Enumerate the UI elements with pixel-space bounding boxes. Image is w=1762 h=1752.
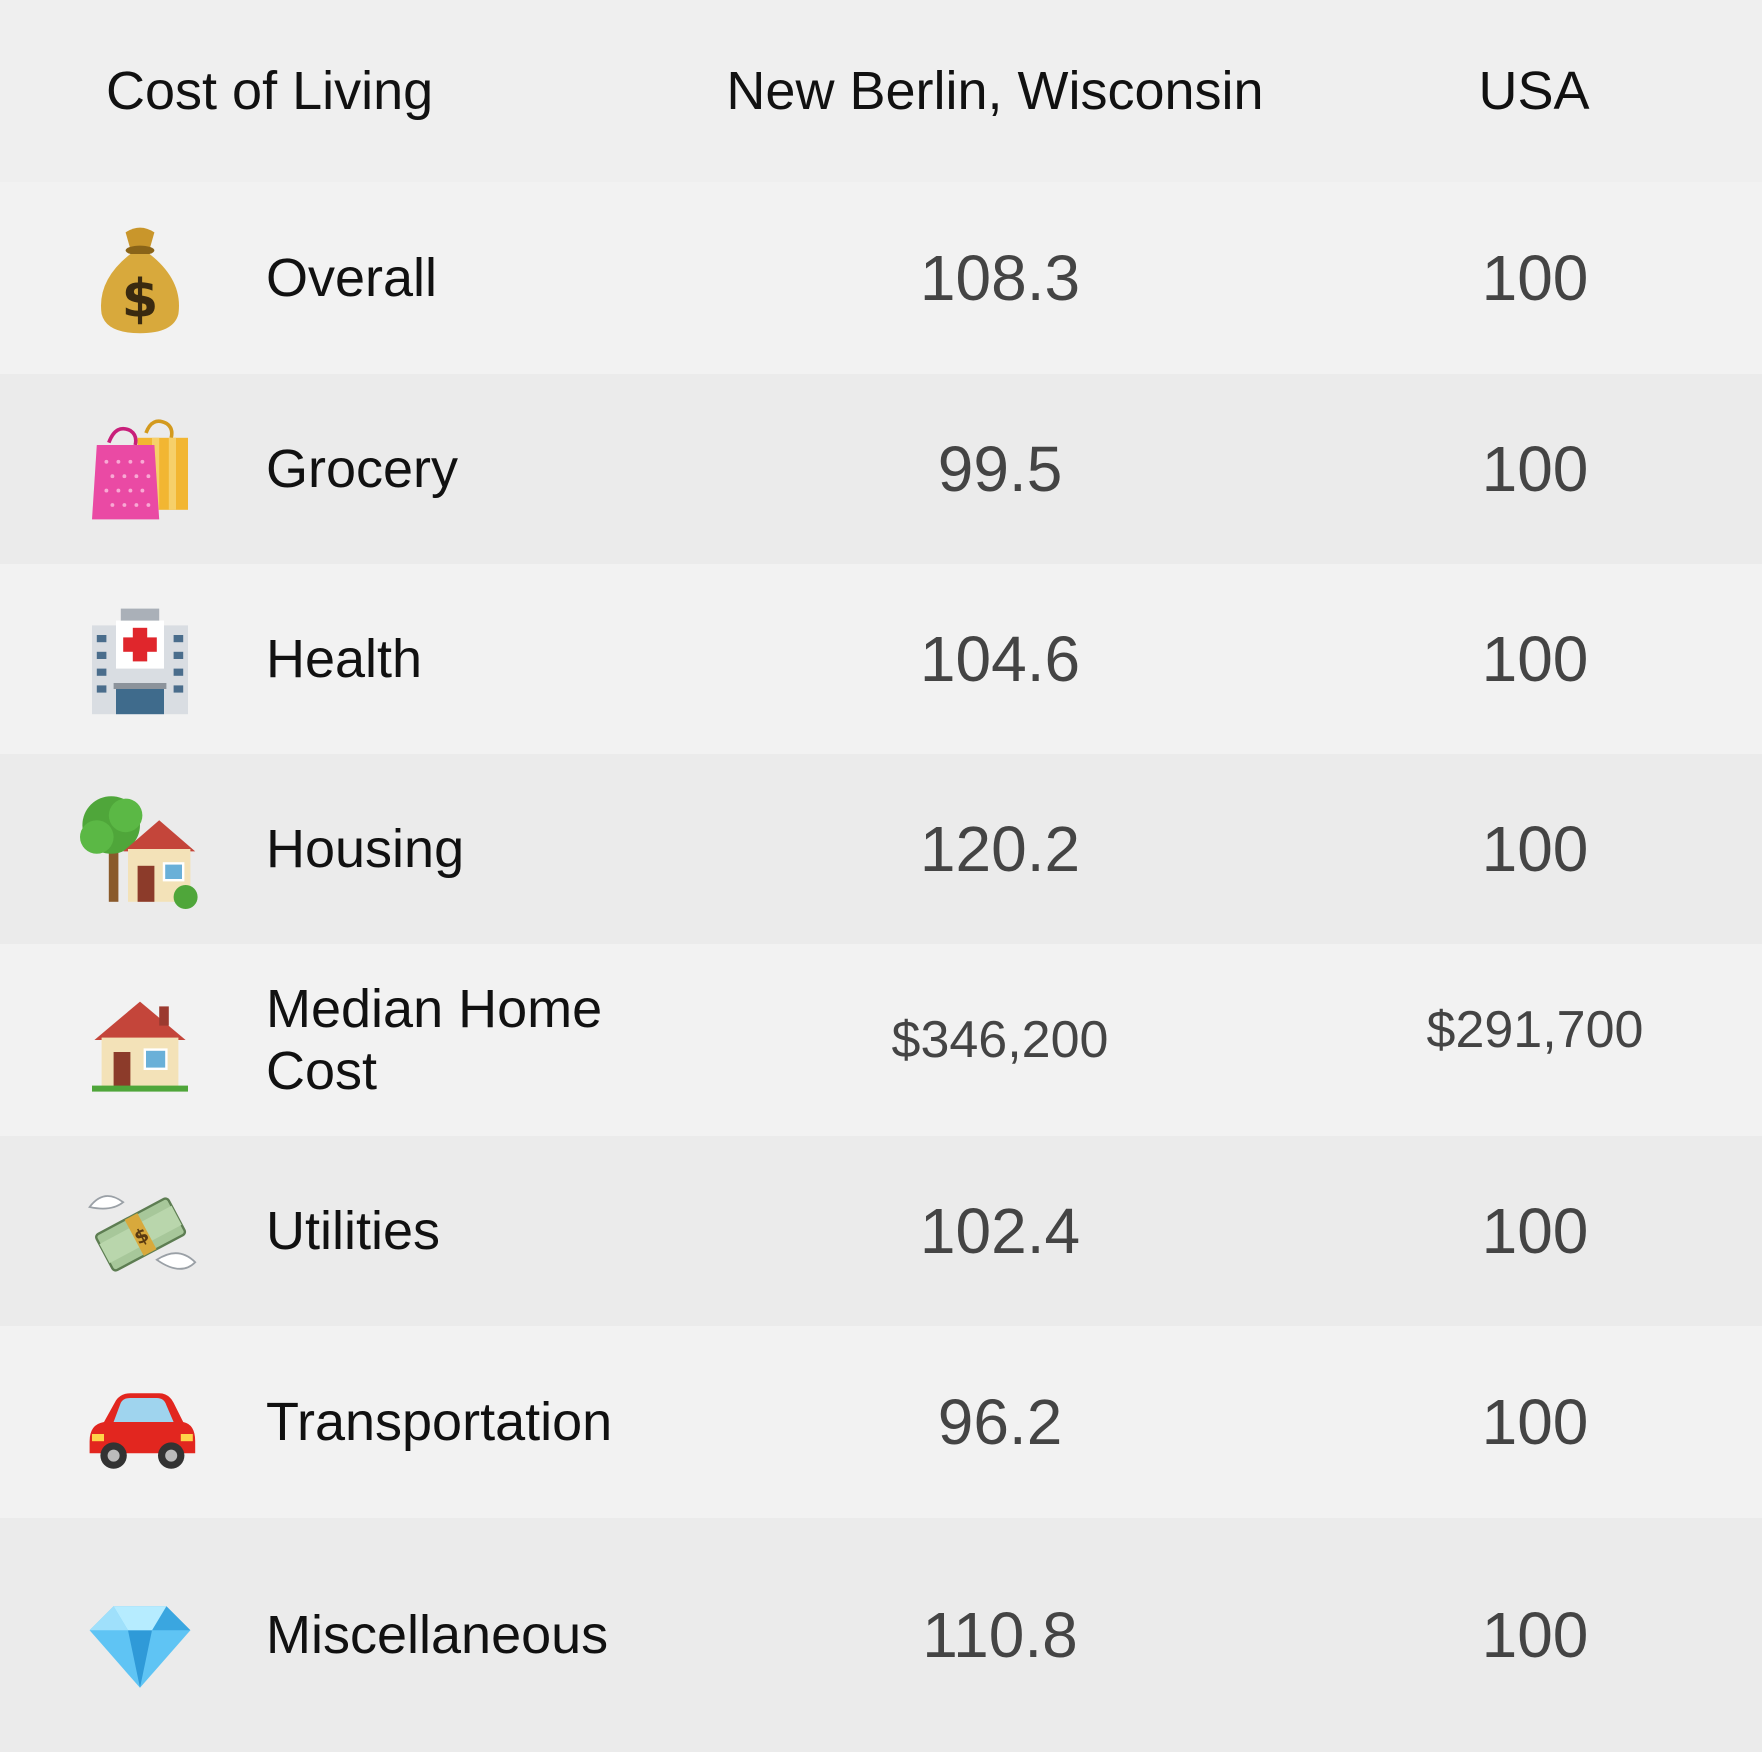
row-name: Median Home Cost (266, 978, 603, 1101)
usa-value: 100 (1481, 623, 1589, 695)
table-row: Miscellaneous 110.8 100 (0, 1518, 1762, 1752)
money-bag-icon: $ (72, 182, 208, 374)
city-value: $346,200 (891, 1011, 1109, 1069)
usa-value: $291,700 (1426, 1001, 1644, 1059)
city-value: 110.8 (922, 1599, 1078, 1671)
usa-value: 100 (1481, 1386, 1589, 1458)
header-usa: USA (1478, 61, 1590, 121)
row-name: Overall (266, 247, 438, 308)
city-value: 99.5 (937, 433, 1063, 505)
header-city: New Berlin, Wisconsin (726, 61, 1264, 121)
row-name: Health (266, 628, 423, 689)
table-row: $ Utilities 102.4 100 (0, 1136, 1762, 1326)
money-with-wings-icon: $ (72, 1136, 208, 1326)
table-header: Cost of Living New Berlin, Wisconsin USA (0, 0, 1762, 182)
table-row: Housing 120.2 100 (0, 754, 1762, 944)
house-with-garden-icon (72, 754, 208, 944)
city-value: 104.6 (919, 623, 1081, 695)
shopping-bags-icon (72, 374, 208, 564)
table-row: Grocery 99.5 100 (0, 374, 1762, 564)
row-name: Miscellaneous (266, 1604, 609, 1665)
city-value: 108.3 (919, 242, 1081, 314)
row-name: Housing (266, 818, 465, 879)
usa-value: 100 (1481, 813, 1589, 885)
usa-value: 100 (1481, 1195, 1589, 1267)
row-name: Grocery (266, 438, 459, 499)
car-icon (72, 1326, 208, 1518)
house-icon (72, 944, 208, 1136)
table-row: $ Overall 108.3 100 (0, 182, 1762, 374)
table-row: Health 104.6 100 (0, 564, 1762, 754)
svg-text:$: $ (122, 268, 159, 329)
hospital-icon (72, 564, 208, 754)
gem-icon (72, 1518, 208, 1752)
usa-value: 100 (1481, 1599, 1589, 1671)
row-name: Utilities (266, 1200, 441, 1261)
usa-value: 100 (1481, 433, 1589, 505)
usa-value: 100 (1481, 242, 1589, 314)
city-value: 120.2 (919, 813, 1081, 885)
city-value: 96.2 (937, 1386, 1063, 1458)
city-value: 102.4 (919, 1195, 1081, 1267)
table-row: Transportation 96.2 100 (0, 1326, 1762, 1518)
header-label: Cost of Living (106, 61, 434, 121)
table-row: Median Home Cost $346,200 $291,700 (0, 944, 1762, 1136)
row-name: Transportation (266, 1391, 613, 1452)
